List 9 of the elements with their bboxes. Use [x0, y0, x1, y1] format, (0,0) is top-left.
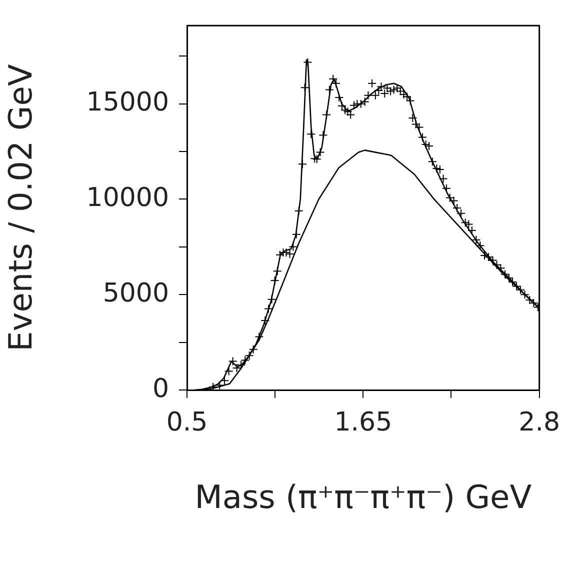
x-axis-title: Mass (π⁺π⁻π⁺π⁻) GeV: [194, 478, 532, 516]
y-tick-label: 15000: [86, 88, 169, 118]
y-tick-label: 0: [152, 374, 169, 404]
x-tick-label: 2.8: [518, 407, 560, 438]
x-tick-label: 0.5: [166, 407, 208, 438]
y-tick-label: 5000: [102, 278, 169, 308]
x-tick-label: 1.65: [334, 407, 392, 438]
y-tick-label: 10000: [86, 182, 169, 213]
y-axis-title: Events / 0.02 GeV: [2, 64, 40, 352]
